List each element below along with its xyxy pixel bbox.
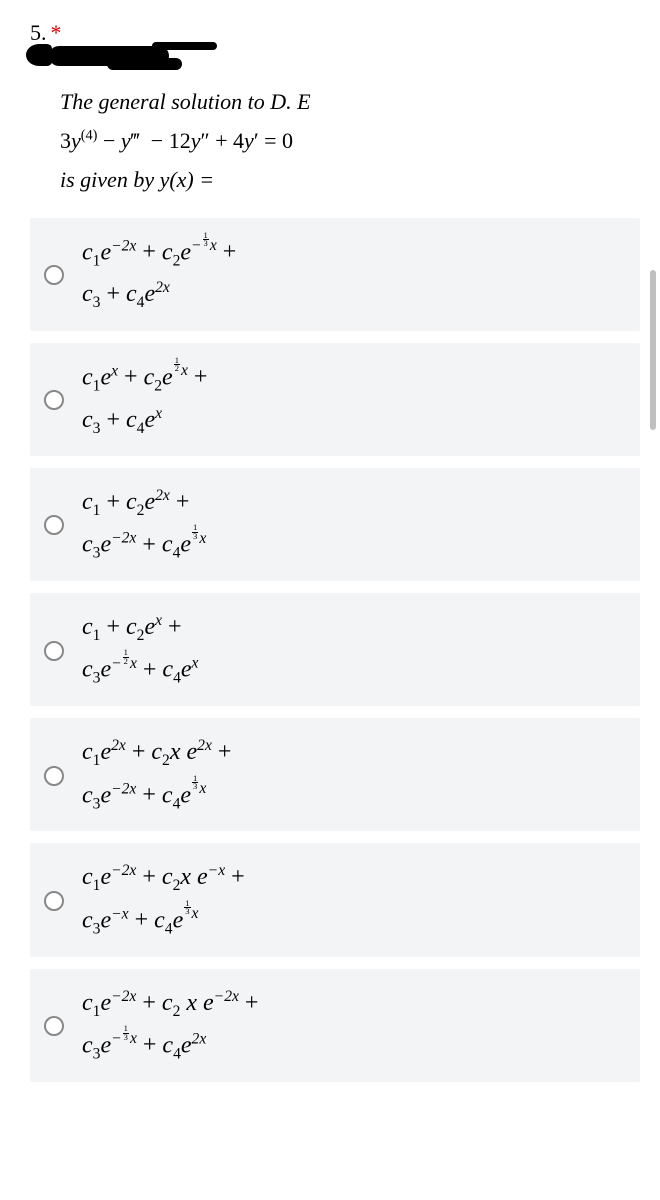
required-asterisk: * bbox=[51, 20, 62, 45]
option-math: c1e−2x+c2x e−x+c3e−x+c4e13x bbox=[82, 857, 251, 942]
stem-equation: 3y(4) − y‴ − 12y″ + 4y′ = 0 bbox=[60, 123, 640, 158]
stem-line-1: The general solution to D. E bbox=[60, 84, 640, 119]
option-line-1: c1e−2x+c2 x e−2x+ bbox=[82, 983, 264, 1025]
option-line-2: c3+c4e2x bbox=[82, 274, 242, 316]
radio-button[interactable] bbox=[44, 891, 64, 911]
option-math: c1ex+c2e12x+c3+c4ex bbox=[82, 357, 213, 442]
option-math: c1e2x+c2x e2x+c3e−2x+c4e13x bbox=[82, 732, 237, 817]
stem-line-3: is given by y(x) = bbox=[60, 162, 640, 197]
option-line-1: c1ex+c2e12x+ bbox=[82, 357, 213, 400]
option-math: c1e−2x+c2 x e−2x+c3e−13x+c4e2x bbox=[82, 983, 264, 1068]
option-line-2: c3e−13x+c4e2x bbox=[82, 1025, 264, 1068]
option-line-1: c1e−2x+c2x e−x+ bbox=[82, 857, 251, 899]
radio-button[interactable] bbox=[44, 390, 64, 410]
question-header: 5. * bbox=[30, 20, 640, 76]
option-4[interactable]: c1+c2ex+c3e−12x+c4ex bbox=[30, 593, 640, 706]
option-line-2: c3e−x+c4e13x bbox=[82, 900, 251, 943]
option-line-1: c1+c2ex+ bbox=[82, 607, 198, 649]
radio-button[interactable] bbox=[44, 515, 64, 535]
question-number: 5. bbox=[30, 20, 47, 46]
option-2[interactable]: c1ex+c2e12x+c3+c4ex bbox=[30, 343, 640, 456]
radio-button[interactable] bbox=[44, 766, 64, 786]
radio-button[interactable] bbox=[44, 641, 64, 661]
scrollbar-thumb[interactable] bbox=[650, 270, 656, 430]
option-math: c1+c2e2x+c3e−2x+c4e13x bbox=[82, 482, 206, 567]
option-3[interactable]: c1+c2e2x+c3e−2x+c4e13x bbox=[30, 468, 640, 581]
option-1[interactable]: c1e−2x+c2e−13x+c3+c4e2x bbox=[30, 218, 640, 331]
question-stem: The general solution to D. E 3y(4) − y‴ … bbox=[60, 84, 640, 198]
option-line-2: c3e−2x+c4e13x bbox=[82, 524, 206, 567]
option-line-1: c1+c2e2x+ bbox=[82, 482, 206, 524]
option-line-2: c3e−2x+c4e13x bbox=[82, 775, 237, 818]
option-line-2: c3+c4ex bbox=[82, 400, 213, 442]
option-math: c1e−2x+c2e−13x+c3+c4e2x bbox=[82, 232, 242, 317]
options-list: c1e−2x+c2e−13x+c3+c4e2xc1ex+c2e12x+c3+c4… bbox=[30, 218, 640, 1082]
option-math: c1+c2ex+c3e−12x+c4ex bbox=[82, 607, 198, 692]
radio-button[interactable] bbox=[44, 1016, 64, 1036]
option-line-1: c1e−2x+c2e−13x+ bbox=[82, 232, 242, 275]
redacted-text bbox=[52, 44, 222, 76]
option-line-1: c1e2x+c2x e2x+ bbox=[82, 732, 237, 774]
radio-button[interactable] bbox=[44, 265, 64, 285]
option-line-2: c3e−12x+c4ex bbox=[82, 649, 198, 692]
option-5[interactable]: c1e2x+c2x e2x+c3e−2x+c4e13x bbox=[30, 718, 640, 831]
option-7[interactable]: c1e−2x+c2 x e−2x+c3e−13x+c4e2x bbox=[30, 969, 640, 1082]
option-6[interactable]: c1e−2x+c2x e−x+c3e−x+c4e13x bbox=[30, 843, 640, 956]
